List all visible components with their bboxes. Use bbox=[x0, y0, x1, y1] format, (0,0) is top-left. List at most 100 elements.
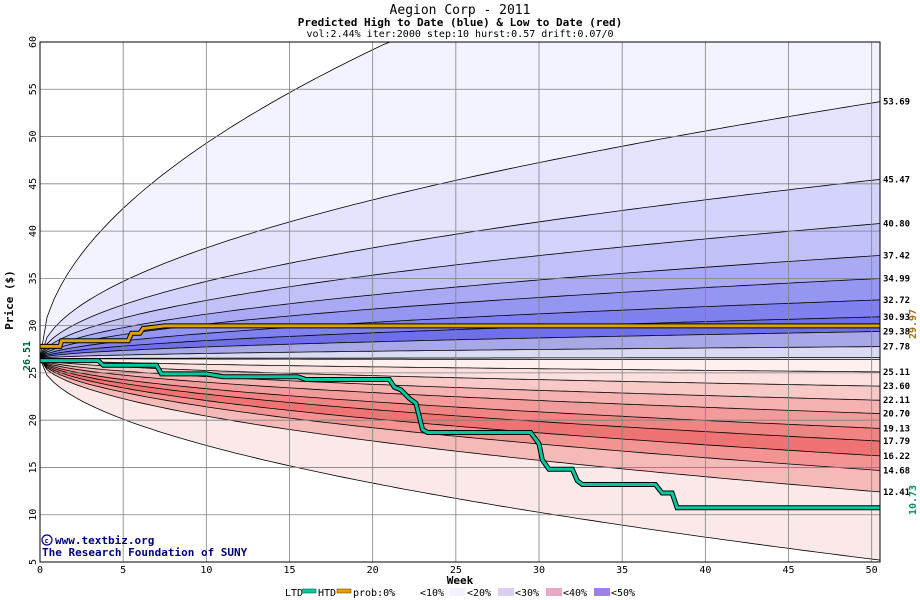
x-tick-30: 30 bbox=[533, 565, 545, 576]
credit-url[interactable]: www.textbiz.org bbox=[55, 534, 154, 547]
level-label-9: 25.11 bbox=[883, 368, 910, 378]
chart-subtitle: Predicted High to Date (blue) & Low to D… bbox=[298, 16, 623, 29]
start-value-label: 26.51 bbox=[22, 341, 33, 371]
band-blue-9 bbox=[40, 346, 880, 359]
band-blue-outer bbox=[40, 42, 880, 359]
level-label-0: 53.69 bbox=[883, 98, 910, 108]
level-label-11: 22.11 bbox=[883, 396, 910, 406]
x-tick-40: 40 bbox=[699, 565, 711, 576]
plot-frame bbox=[39, 41, 881, 563]
band-boundary-lines bbox=[39, 41, 881, 561]
band-line-4 bbox=[39, 255, 881, 359]
band-line-12 bbox=[39, 358, 881, 373]
level-label-12: 20.70 bbox=[883, 410, 910, 420]
legend-swatch-40 bbox=[594, 588, 610, 596]
level-label-3: 37.42 bbox=[883, 251, 910, 261]
y-tick-55: 55 bbox=[28, 83, 39, 95]
band-line-2 bbox=[39, 179, 881, 359]
level-label-1: 45.47 bbox=[883, 175, 910, 185]
right-level-labels: 53.69 45.47 40.80 37.42 34.99 32.72 30.93 29.38… bbox=[883, 98, 910, 498]
band-red-0 bbox=[40, 358, 880, 372]
band-line-19 bbox=[39, 358, 881, 471]
level-label-14: 17.79 bbox=[883, 437, 910, 447]
band-red-4 bbox=[40, 358, 880, 429]
x-tick-15: 15 bbox=[283, 565, 295, 576]
band-blue-2 bbox=[40, 179, 880, 359]
x-tick-45: 45 bbox=[782, 565, 794, 576]
band-blue-8 bbox=[40, 331, 880, 359]
x-tick-20: 20 bbox=[367, 565, 379, 576]
y-tick-5: 5 bbox=[28, 559, 39, 565]
x-tick-0: 0 bbox=[37, 565, 43, 576]
legend-p20-label: <20% bbox=[467, 588, 491, 599]
band-line-11 bbox=[39, 358, 880, 360]
band-line-1 bbox=[39, 101, 881, 359]
legend: LTD HTD prob:0% <10% <20% <30% <40% <50% bbox=[285, 588, 635, 599]
legend-p30-label: <30% bbox=[515, 588, 539, 599]
band-red-9 bbox=[40, 358, 880, 561]
series-lines bbox=[40, 323, 880, 511]
band-blue-3 bbox=[40, 223, 880, 359]
level-label-5: 32.72 bbox=[883, 296, 910, 306]
level-label-10: 23.60 bbox=[883, 382, 910, 392]
legend-prob-label: prob:0% bbox=[353, 588, 395, 599]
band-blue-4 bbox=[40, 255, 880, 359]
level-label-7: 29.38 bbox=[883, 327, 910, 337]
legend-swatch-10 bbox=[450, 588, 466, 596]
band-line-6 bbox=[39, 299, 881, 359]
band-line-9 bbox=[39, 346, 881, 359]
level-label-4: 34.99 bbox=[883, 274, 910, 284]
band-line-13 bbox=[39, 358, 881, 387]
legend-ltd-label: LTD bbox=[285, 588, 303, 599]
band-blue-1 bbox=[40, 101, 880, 359]
band-line-3 bbox=[39, 223, 881, 359]
band-line-18 bbox=[39, 358, 881, 457]
band-red-6 bbox=[40, 358, 880, 456]
y-axis-label: Price ($) bbox=[3, 270, 16, 330]
band-red-2 bbox=[40, 358, 880, 401]
y-tick-60: 60 bbox=[28, 36, 39, 48]
y-tick-20: 20 bbox=[28, 414, 39, 426]
x-tick-35: 35 bbox=[616, 565, 628, 576]
band-line-21 bbox=[39, 358, 881, 561]
band-line-17 bbox=[39, 358, 881, 442]
x-tick-5: 5 bbox=[120, 565, 126, 576]
band-blue-5 bbox=[40, 278, 880, 359]
y-tick-10: 10 bbox=[28, 509, 39, 521]
x-tick-50: 50 bbox=[866, 565, 878, 576]
legend-swatch-0 bbox=[404, 588, 418, 596]
x-tick-labels: 0 5 10 15 20 25 30 35 40 45 50 bbox=[37, 565, 878, 576]
credit-org: The Research Foundation of SUNY bbox=[42, 546, 248, 559]
x-tick-25: 25 bbox=[450, 565, 462, 576]
legend-ltd-swatch bbox=[301, 588, 317, 594]
y-tick-30: 30 bbox=[28, 320, 39, 332]
y-tick-45: 45 bbox=[28, 178, 39, 190]
level-label-2: 40.80 bbox=[883, 220, 910, 230]
level-label-17: 12.41 bbox=[883, 488, 910, 498]
level-label-15: 16.22 bbox=[883, 452, 910, 462]
legend-p10-label: <10% bbox=[420, 588, 444, 599]
ltd-series-line bbox=[40, 359, 880, 510]
level-label-8: 27.78 bbox=[883, 343, 910, 353]
legend-p40-label: <40% bbox=[563, 588, 587, 599]
band-blue-0 bbox=[40, 42, 880, 359]
band-red-8 bbox=[40, 358, 880, 492]
band-line-10 bbox=[40, 357, 880, 359]
y-tick-50: 50 bbox=[28, 131, 39, 143]
chart-title: Aegion Corp - 2011 bbox=[390, 3, 531, 18]
credits: c www.textbiz.org The Research Foundatio… bbox=[41, 534, 248, 559]
band-line-20 bbox=[39, 358, 881, 493]
y-tick-labels: 5 10 15 20 25 30 35 40 45 50 55 60 bbox=[28, 36, 39, 565]
current-high-label: 29.97 bbox=[908, 309, 919, 339]
level-label-13: 19.13 bbox=[883, 424, 910, 434]
copyright-icon bbox=[41, 534, 53, 546]
level-label-16: 14.68 bbox=[883, 466, 910, 476]
probability-bands bbox=[40, 42, 880, 562]
band-red-outer bbox=[40, 358, 880, 562]
x-tick-10: 10 bbox=[200, 565, 212, 576]
y-tick-40: 40 bbox=[28, 225, 39, 237]
band-line-15 bbox=[39, 358, 881, 414]
level-label-6: 30.93 bbox=[883, 313, 910, 323]
band-line-7 bbox=[39, 316, 881, 359]
